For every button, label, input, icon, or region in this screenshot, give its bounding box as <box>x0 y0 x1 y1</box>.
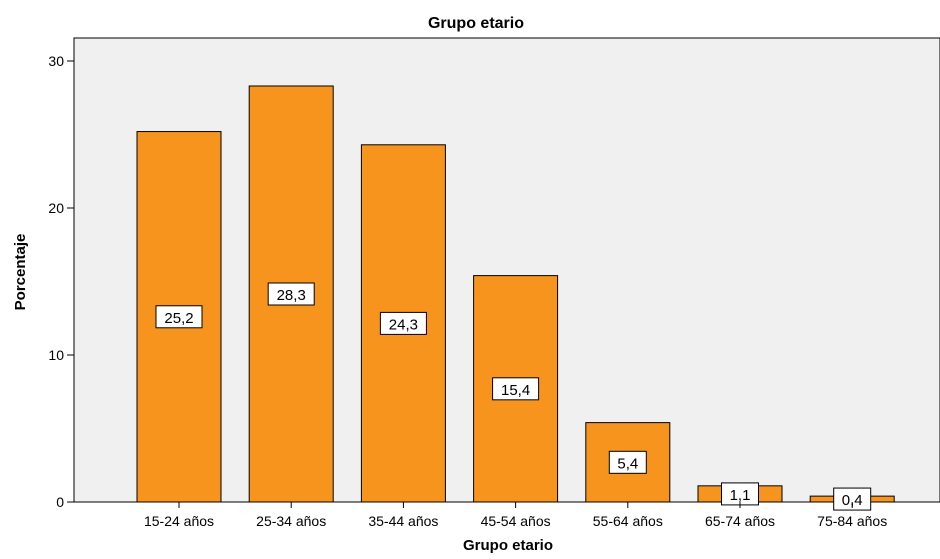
y-tick-label: 10 <box>48 347 64 363</box>
y-axis: 0 10 20 30 <box>48 53 74 510</box>
y-axis-label: Porcentaje <box>12 234 29 311</box>
data-label: 15,4 <box>501 382 530 399</box>
data-label: 25,2 <box>164 310 193 327</box>
data-label: 5,4 <box>617 455 638 472</box>
x-tick-label: 75-84 años <box>817 513 887 529</box>
x-tick-label: 65-74 años <box>705 513 775 529</box>
data-label-box <box>608 450 647 474</box>
data-label-box <box>492 377 540 401</box>
x-axis: 15-24 años 25-34 años 35-44 años 45-54 años… <box>144 502 887 529</box>
y-tick-label: 30 <box>48 53 64 69</box>
data-label: 0,4 <box>842 492 863 509</box>
data-label-box <box>267 282 315 306</box>
data-label: 24,3 <box>389 316 418 333</box>
data-label-box <box>155 305 203 329</box>
chart-title: Grupo etario <box>428 15 524 32</box>
x-tick-label: 55-64 años <box>593 513 663 529</box>
data-label-box <box>833 487 872 511</box>
data-label: 28,3 <box>277 287 306 304</box>
x-tick-label: 15-24 años <box>144 513 214 529</box>
data-label: 1,1 <box>730 487 751 504</box>
x-tick-label: 25-34 años <box>256 513 326 529</box>
x-tick-label: 45-54 años <box>481 513 551 529</box>
x-axis-label: Grupo etario <box>463 537 553 554</box>
y-tick-label: 20 <box>48 200 64 216</box>
data-label-box <box>379 311 427 335</box>
x-tick-label: 35-44 años <box>368 513 438 529</box>
y-tick-label: 0 <box>56 494 64 510</box>
bars: 25,2 28,3 24,3 15,4 5,4 1,1 0,4 <box>136 85 895 511</box>
